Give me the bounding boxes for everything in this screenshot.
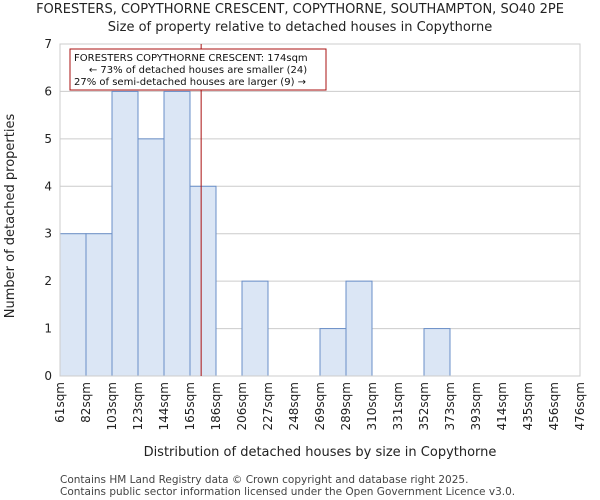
y-tick-label: 2 (44, 274, 52, 288)
bar-123sqm (137, 138, 165, 377)
annotation-line-2: ← 73% of detached houses are smaller (24… (89, 65, 307, 76)
y-axis-label: Number of detached properties (3, 114, 18, 319)
x-tick-label: 61sqm (53, 382, 67, 423)
y-tick-label: 7 (44, 37, 52, 51)
y-tick-label: 5 (44, 132, 52, 146)
footer-line-1: Contains HM Land Registry data © Crown c… (60, 474, 468, 486)
x-tick-label: 82sqm (79, 382, 93, 423)
x-axis-label: Distribution of detached houses by size … (144, 445, 497, 460)
y-tick-label: 0 (44, 369, 52, 383)
annotation-line-3: 27% of semi-detached houses are larger (… (74, 77, 306, 88)
y-tick-label: 6 (44, 84, 52, 98)
y-tick-label: 1 (44, 322, 52, 336)
bar-165sqm (189, 185, 217, 377)
x-tick-label: 456sqm (547, 382, 561, 430)
bars (59, 90, 451, 377)
x-tick-label: 310sqm (365, 382, 379, 430)
x-tick-label: 352sqm (417, 382, 431, 430)
annotation-line-1: FORESTERS COPYTHORNE CRESCENT: 174sqm (74, 53, 308, 64)
x-tick-label: 248sqm (287, 382, 301, 430)
bar-269sqm (319, 328, 347, 377)
x-tick-label: 206sqm (235, 382, 249, 430)
x-tick-label: 165sqm (183, 382, 197, 430)
x-tick-label: 289sqm (339, 382, 353, 430)
chart-title: FORESTERS, COPYTHORNE CRESCENT, COPYTHOR… (36, 2, 564, 17)
x-tick-label: 103sqm (105, 382, 119, 430)
marker-annotation: FORESTERS COPYTHORNE CRESCENT: 174sqm ← … (69, 48, 327, 91)
bar-289sqm (345, 280, 373, 377)
y-tick-labels: 0 1 2 3 4 5 6 7 (44, 37, 52, 383)
x-tick-label: 269sqm (313, 382, 327, 430)
bar-144sqm (163, 90, 191, 377)
y-tick-label: 3 (44, 227, 52, 241)
footer-line-2: Contains public sector information licen… (60, 486, 515, 498)
annotation-box (69, 48, 327, 91)
bar-82sqm (85, 233, 113, 377)
bar-61sqm (59, 233, 87, 377)
x-tick-label: 331sqm (391, 382, 405, 430)
x-tick-label: 144sqm (157, 382, 171, 430)
y-tick-label: 4 (44, 179, 52, 193)
x-tick-label: 227sqm (261, 382, 275, 430)
x-tick-label: 393sqm (469, 382, 483, 430)
plot-area-frame (59, 43, 581, 377)
x-tick-label: 476sqm (573, 382, 587, 430)
x-tick-label: 373sqm (443, 382, 457, 430)
x-tick-label: 186sqm (209, 382, 223, 430)
x-tick-label: 414sqm (495, 382, 509, 430)
bar-206sqm (241, 280, 269, 377)
chart-subtitle: Size of property relative to detached ho… (108, 20, 492, 35)
bar-103sqm (111, 90, 139, 377)
x-tick-labels: 61sqm 82sqm 103sqm 123sqm 144sqm 165sqm 186sqm… (53, 382, 587, 430)
bar-352sqm (423, 328, 451, 377)
x-tick-label: 123sqm (131, 382, 145, 430)
x-tick-label: 435sqm (521, 382, 535, 430)
